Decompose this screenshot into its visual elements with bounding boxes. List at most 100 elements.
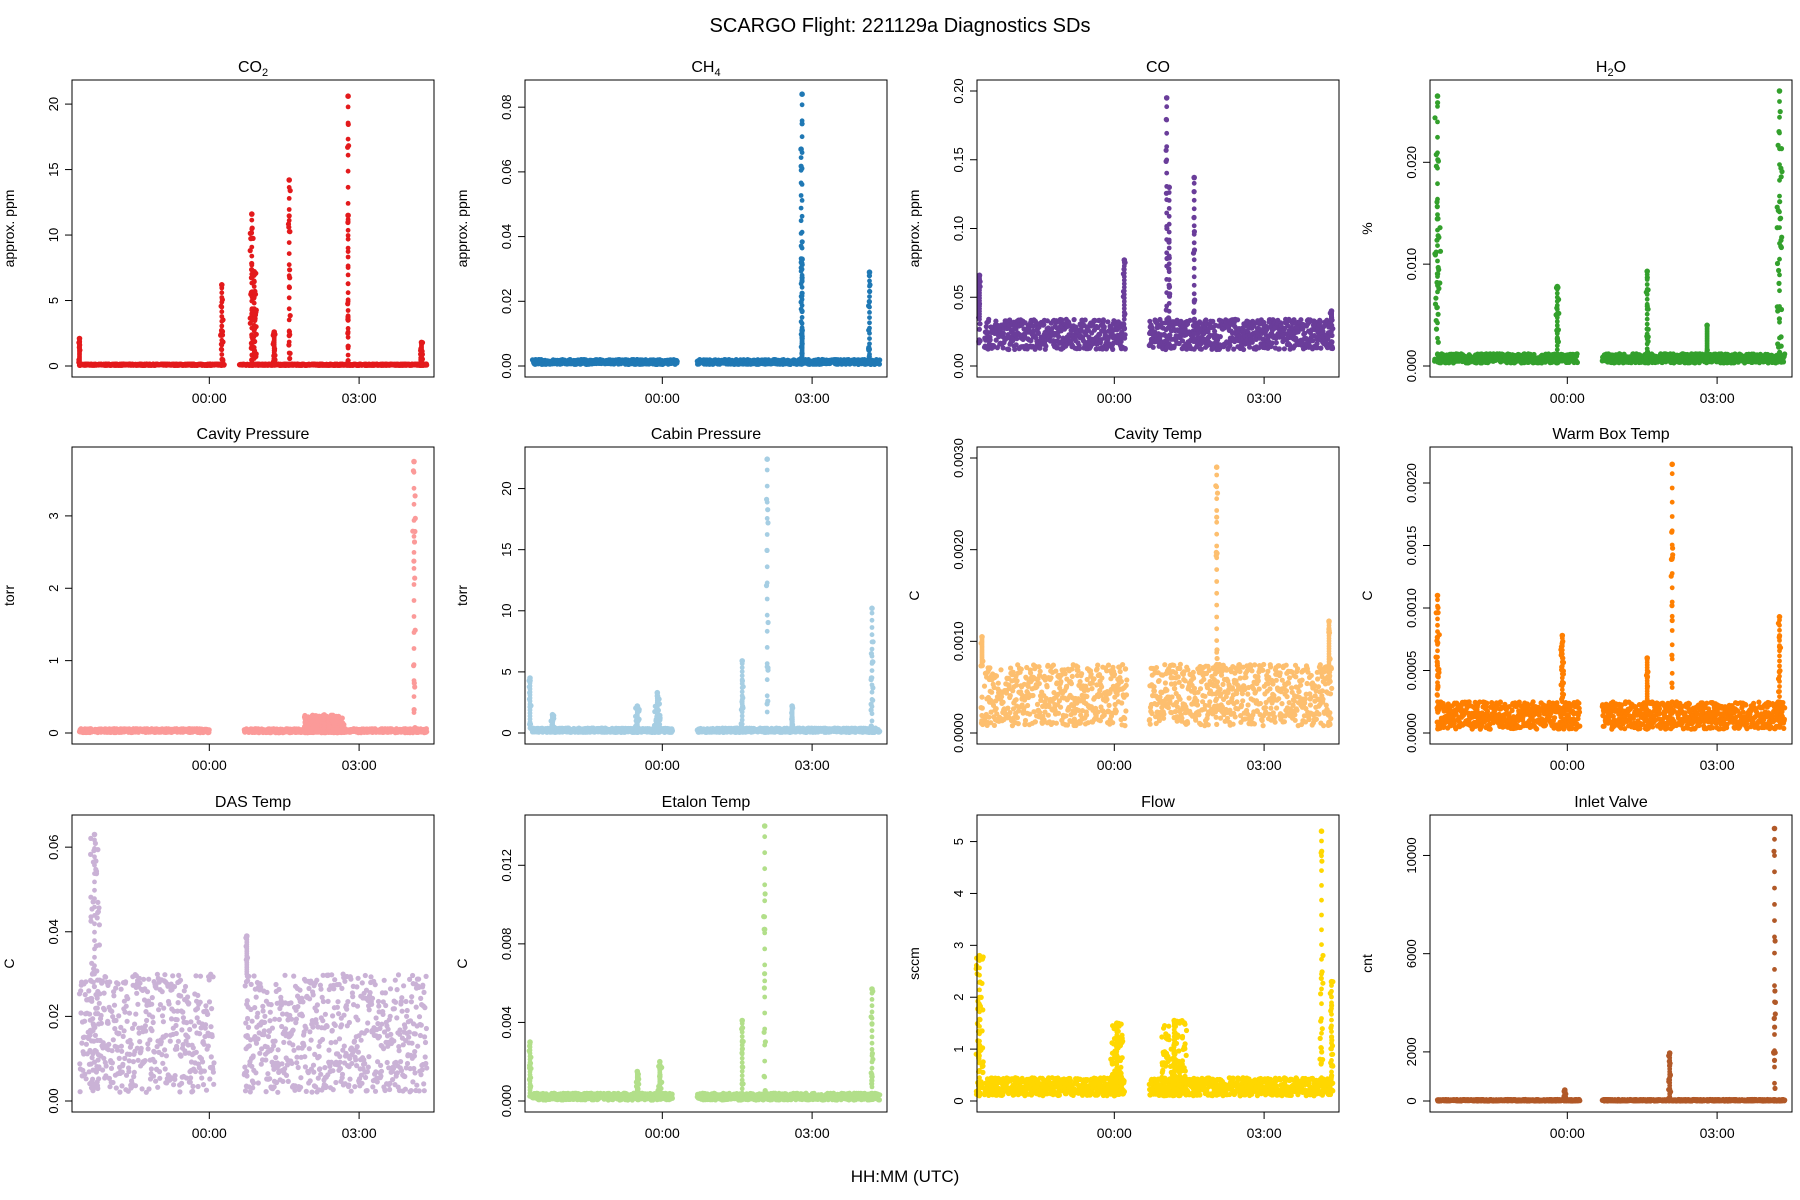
figure-xlabel: HH:MM (UTC)	[851, 1167, 960, 1186]
spike-point	[345, 152, 351, 158]
spike-point	[249, 262, 255, 268]
spike-point	[799, 272, 805, 278]
spike-point	[251, 300, 257, 306]
spike-point	[799, 102, 805, 108]
spike-point	[286, 229, 292, 235]
spike-point	[799, 266, 805, 272]
spike-point	[219, 309, 225, 315]
spike-point	[799, 198, 805, 203]
spike-point	[345, 254, 351, 260]
spike-point	[251, 328, 257, 334]
y-tick-label: 0.00	[951, 353, 966, 378]
spike-peak	[219, 282, 225, 288]
spike-point	[799, 118, 805, 124]
spike-point	[219, 361, 225, 367]
panel-title: CH4	[691, 59, 720, 79]
spike-point	[219, 323, 225, 329]
spike-point	[251, 356, 257, 361]
spike-point	[867, 294, 872, 299]
spike-point	[799, 309, 805, 314]
spike-point	[1191, 240, 1197, 246]
spike-point	[219, 318, 225, 324]
spike-point	[1191, 206, 1197, 212]
spike-point	[219, 314, 225, 319]
spike-point	[1164, 157, 1170, 163]
spike-point	[345, 290, 351, 296]
data-point	[1241, 346, 1247, 353]
spike-point	[977, 338, 983, 344]
spike-point	[251, 311, 257, 317]
spike-point	[1191, 299, 1197, 305]
panel-1-points	[529, 91, 883, 367]
y-tick-label: 0.15	[951, 147, 966, 172]
spike-point	[345, 272, 351, 278]
spike-point	[1163, 333, 1169, 339]
y-tick-label: 10	[46, 228, 61, 242]
data-point	[1276, 346, 1282, 352]
y-tick-label: 0.20	[951, 78, 966, 103]
spike-point	[867, 351, 872, 357]
spike-point	[219, 333, 225, 338]
data-point	[1110, 346, 1116, 352]
data-point	[1055, 333, 1062, 340]
data-point	[1227, 342, 1233, 349]
spike-point	[867, 325, 872, 331]
figure-title: SCARGO Flight: 221129a Diagnostics SDs	[710, 15, 1091, 37]
spike-point	[249, 217, 255, 223]
x-tick-label: 03:00	[1247, 390, 1282, 406]
spike-point	[1166, 293, 1172, 298]
spike-point	[219, 342, 225, 348]
y-tick-label: 0.08	[499, 95, 514, 120]
panel-title: CO2	[238, 59, 268, 79]
spike-point	[345, 227, 351, 233]
spike-point	[1191, 180, 1197, 186]
spike-point	[1191, 331, 1198, 337]
spike-point	[345, 308, 351, 313]
x-tick-label: 00:00	[645, 390, 680, 406]
y-tick-label: 0.05	[951, 285, 966, 310]
spike-point	[286, 196, 292, 201]
spike-point	[1191, 189, 1197, 195]
data-point	[1318, 319, 1324, 325]
spike-point	[867, 283, 872, 289]
spike-point	[286, 207, 292, 212]
spike-point	[1164, 130, 1170, 136]
spike-point	[1191, 257, 1197, 263]
y-tick-label: 15	[46, 162, 61, 176]
spike-point	[249, 244, 255, 250]
spike-point	[345, 120, 351, 126]
data-point	[1000, 345, 1006, 351]
spike-point	[1329, 345, 1336, 352]
spike-point	[976, 326, 983, 332]
spike-point	[1191, 274, 1197, 280]
x-tick-label: 03:00	[342, 390, 377, 406]
spike-peak	[345, 212, 351, 219]
spike-point	[867, 346, 872, 352]
spike-peak	[976, 272, 983, 279]
spike-point	[1166, 316, 1172, 322]
spike-point	[1164, 104, 1170, 110]
spike-point	[219, 295, 225, 300]
spike-point	[1121, 325, 1128, 331]
spike-point	[251, 306, 257, 311]
data-point	[1574, 359, 1580, 366]
spike-point	[219, 347, 225, 353]
spike-point	[1191, 336, 1198, 342]
spike-point	[219, 356, 225, 362]
spike-point	[219, 290, 225, 296]
spike-point	[1191, 316, 1197, 322]
spike-peak	[799, 91, 805, 97]
spike-point	[345, 136, 351, 142]
spike-point	[977, 321, 983, 327]
spike-point	[286, 350, 292, 356]
spike-point	[1166, 190, 1172, 195]
spike-point	[219, 337, 225, 343]
data-point	[674, 358, 680, 365]
data-point	[1273, 340, 1279, 346]
spike-point	[1164, 144, 1170, 150]
spike-peak	[1328, 308, 1335, 314]
data-point	[1012, 346, 1018, 352]
